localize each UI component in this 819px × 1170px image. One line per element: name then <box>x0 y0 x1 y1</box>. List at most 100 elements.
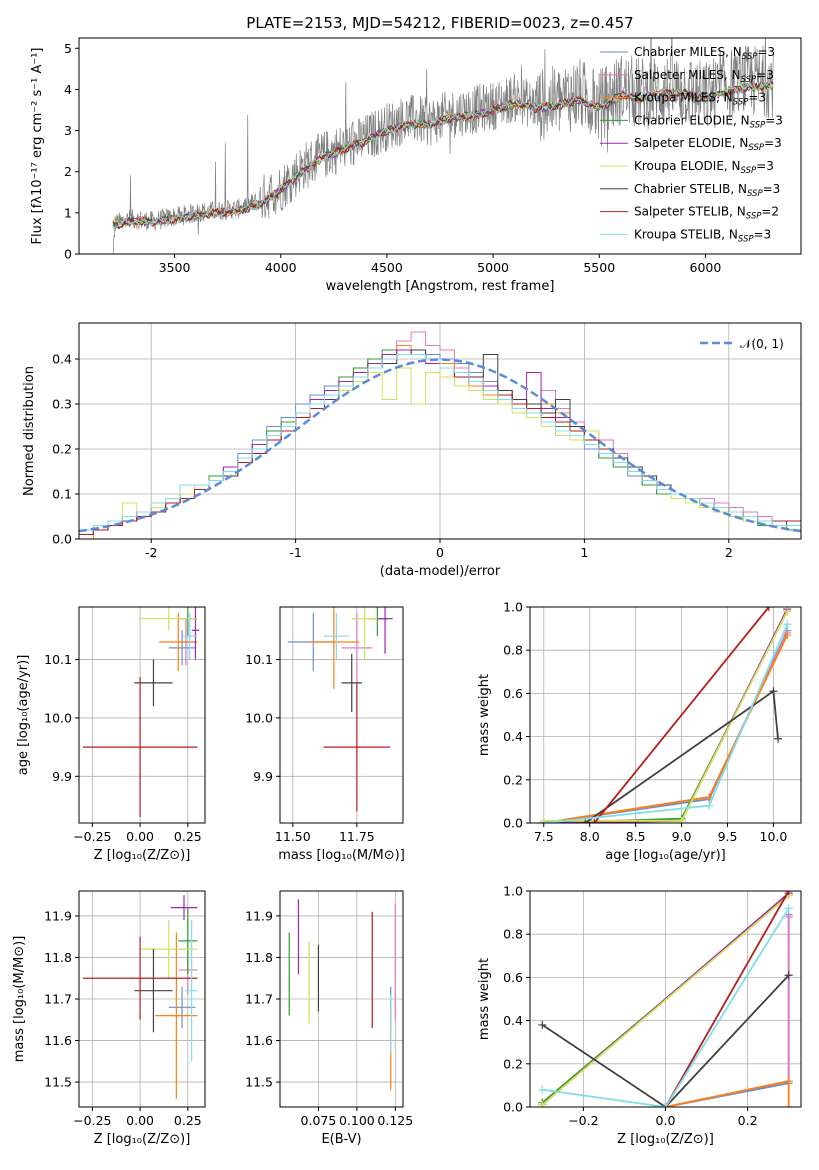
x-tick-label: 4500 <box>371 260 403 275</box>
mass-weight-line <box>593 607 770 823</box>
x-tick-label: 8.5 <box>626 829 646 844</box>
mass-weight-line <box>664 891 790 1107</box>
plot-area-age-vs-mass <box>280 607 403 823</box>
legend-label: Chabrier STELIB, N <box>634 182 747 196</box>
x-tick-label: 5000 <box>477 260 509 275</box>
x-tick-label: −0.2 <box>568 1113 598 1128</box>
y-tick-label: 0.8 <box>503 643 523 658</box>
x-axis-label: Z [log₁₀(Z/Z⊙)] <box>94 1132 191 1147</box>
mass-weight-line <box>542 907 790 1107</box>
mass-weight-line <box>665 1079 790 1107</box>
legend-label: Kroupa MILES, N <box>634 91 733 105</box>
plot-area-spectrum <box>110 38 774 254</box>
plot-area-mass-vs-Z <box>79 891 205 1107</box>
legend-suffix: =3 <box>764 136 782 150</box>
plus-marker <box>581 819 590 823</box>
plus-marker <box>538 1100 547 1107</box>
legend-subscript: SSP <box>742 52 758 62</box>
mass-weight-line <box>543 630 789 823</box>
y-tick-label: 0.6 <box>503 686 523 701</box>
y-tick-label: 0 <box>64 247 72 262</box>
y-tick-label: 2 <box>64 164 72 179</box>
x-tick-label: -2 <box>145 545 157 560</box>
model-spectrum-line <box>112 80 774 231</box>
x-axis-label: mass [log₁₀(M/M⊙)] <box>278 848 405 863</box>
legend-suffix: =3 <box>756 159 774 173</box>
y-tick-label: 11.7 <box>44 992 72 1007</box>
x-tick-label: 0.00 <box>126 1113 154 1128</box>
y-axis-label: mass weight <box>477 958 492 1040</box>
y-tick-label: 1 <box>64 205 72 220</box>
x-axis-label: Z [log₁₀(Z/Z⊙)] <box>617 1132 714 1147</box>
y-tick-label: 0.4 <box>503 729 523 744</box>
legend-entry: Salpeter STELIB, NSSP=2 <box>634 205 779 222</box>
x-tick-label: 0.075 <box>301 1113 337 1128</box>
legend-suffix: =3 <box>748 91 766 105</box>
y-tick-label: 11.5 <box>44 1075 72 1090</box>
x-tick-label: 0.25 <box>174 1113 202 1128</box>
y-tick-label: 0.3 <box>52 397 72 412</box>
x-tick-label: 10.0 <box>760 829 788 844</box>
legend-suffix: =3 <box>756 68 774 82</box>
y-tick-label: 11.8 <box>245 950 273 965</box>
x-axis-label: E(B-V) <box>321 1132 361 1147</box>
plot-area-residuals <box>79 323 801 539</box>
plus-marker <box>661 1103 670 1107</box>
legend-entry: Kroupa STELIB, NSSP=3 <box>634 227 771 244</box>
axes-frame-weight-vs-age <box>529 606 802 824</box>
y-tick-label: 0.2 <box>503 1056 523 1071</box>
y-tick-label: 0.2 <box>52 442 72 457</box>
plus-marker <box>783 631 792 640</box>
mass-weight-line <box>543 632 789 823</box>
x-tick-label: 6000 <box>690 260 722 275</box>
mass-weight-line <box>543 623 789 823</box>
y-tick-label: 10.1 <box>245 652 273 667</box>
legend-suffix: =3 <box>763 182 781 196</box>
gaussian-reference-curve <box>79 358 801 533</box>
y-tick-label: 4 <box>64 82 72 97</box>
plus-marker <box>774 734 783 743</box>
legend-subscript: SSP <box>746 212 762 222</box>
x-tick-label: 0.2 <box>738 1113 758 1128</box>
legend-subscript: SSP <box>733 98 749 108</box>
mass-weight-line <box>543 608 789 823</box>
plus-marker <box>783 607 792 616</box>
mass-weight-line <box>541 974 790 1107</box>
y-tick-label: 0.6 <box>503 970 523 985</box>
residual-histogram-step <box>79 354 801 531</box>
y-tick-label: 9.9 <box>52 769 72 784</box>
y-tick-label: 11.6 <box>44 1033 72 1048</box>
axes-frame-spectrum <box>78 37 802 255</box>
y-tick-label: 0.0 <box>503 1100 523 1115</box>
y-axis-label: Flux [fλ10⁻¹⁷ erg cm⁻² s⁻¹ A⁻¹] <box>30 48 45 245</box>
plus-marker <box>677 816 686 823</box>
plus-marker <box>590 819 599 823</box>
plot-area-weight-vs-Z <box>530 891 801 1107</box>
legend-label: Chabrier ELODIE, N <box>634 113 750 127</box>
plus-marker <box>784 1103 793 1107</box>
x-tick-label: 0.00 <box>126 829 154 844</box>
legend-entry: Chabrier STELIB, NSSP=3 <box>634 182 780 199</box>
plus-marker <box>784 904 793 913</box>
plus-marker <box>783 620 792 629</box>
spectrum-title: PLATE=2153, MJD=54212, FIBERID=0023, z=0… <box>246 14 633 32</box>
legend-entry: Salpeter MILES, NSSP=3 <box>634 68 774 85</box>
y-tick-label: 0.8 <box>503 927 523 942</box>
plus-marker <box>784 1077 793 1086</box>
plus-marker <box>769 687 778 696</box>
legend-label: Salpeter MILES, N <box>634 68 741 82</box>
x-tick-label: 9.0 <box>672 829 692 844</box>
y-tick-label: 10.0 <box>245 710 273 725</box>
x-tick-label: 4000 <box>265 260 297 275</box>
plot-area-mass-vs-EBV <box>280 891 403 1107</box>
x-tick-label: 0.125 <box>377 1113 413 1128</box>
mass-weight-line <box>543 610 789 823</box>
mass-weight-line <box>541 894 790 1106</box>
plus-marker <box>764 607 773 611</box>
legend-label: Salpeter ELODIE, N <box>634 136 748 150</box>
y-tick-label: 0.0 <box>503 816 523 831</box>
x-axis-label: Z [log₁₀(Z/Z⊙)] <box>94 848 191 863</box>
legend-subscript: SSP <box>748 143 764 153</box>
y-tick-label: 9.9 <box>253 769 273 784</box>
y-tick-label: 10.1 <box>44 652 72 667</box>
